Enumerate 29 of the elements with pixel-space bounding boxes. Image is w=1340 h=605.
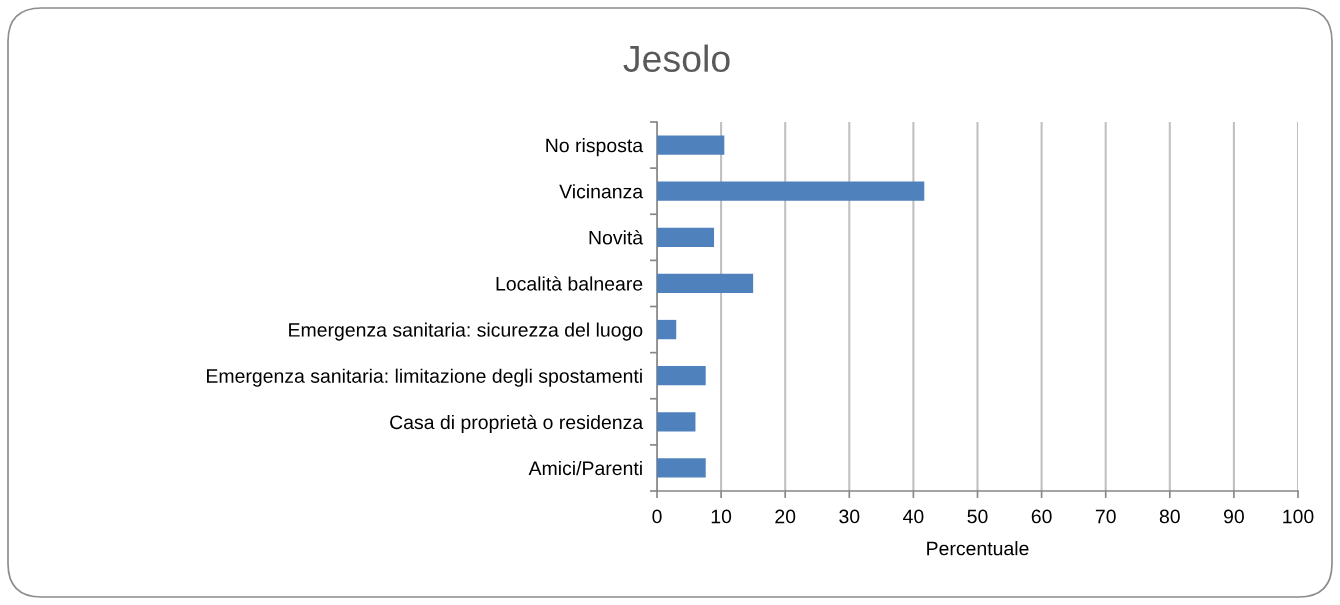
y-tick-label: Amici/Parenti bbox=[528, 460, 642, 476]
x-tick-label: 10 bbox=[711, 509, 732, 524]
y-tick-label: Emergenza sanitaria: sicurezza del luogo bbox=[289, 322, 643, 341]
chart-title: Jesolo bbox=[623, 44, 730, 73]
x-tick-label: 90 bbox=[1224, 509, 1244, 524]
x-axis-title: Percentuale bbox=[927, 541, 1029, 556]
bar bbox=[657, 412, 696, 432]
y-tick-label: Novità bbox=[589, 230, 644, 245]
x-tick-label: 50 bbox=[967, 509, 988, 524]
x-tick-label: 100 bbox=[1283, 509, 1314, 524]
bar bbox=[657, 458, 706, 478]
bar bbox=[657, 181, 925, 201]
y-tick-label: Casa di proprietà o residenza bbox=[390, 414, 644, 434]
y-tick-label: Località balneare bbox=[496, 276, 643, 291]
y-tick-label: Emergenza sanitaria: limitazione degli spostamenti bbox=[207, 368, 642, 387]
x-tick-label: 60 bbox=[1031, 509, 1052, 524]
x-tick-label: 80 bbox=[1159, 509, 1180, 524]
bar bbox=[657, 135, 725, 155]
bar bbox=[657, 319, 677, 340]
x-tick-label: 40 bbox=[903, 509, 924, 524]
y-tick-label: Vicinanza bbox=[559, 184, 644, 199]
y-tick-label: No risposta bbox=[546, 138, 644, 157]
x-tick-label: 0 bbox=[652, 509, 662, 524]
bar bbox=[657, 273, 754, 294]
x-tick-label: 20 bbox=[775, 509, 796, 524]
bar bbox=[657, 227, 715, 247]
x-tick-label: 70 bbox=[1095, 509, 1116, 524]
x-tick-label: 30 bbox=[839, 509, 860, 524]
bar bbox=[657, 366, 706, 386]
